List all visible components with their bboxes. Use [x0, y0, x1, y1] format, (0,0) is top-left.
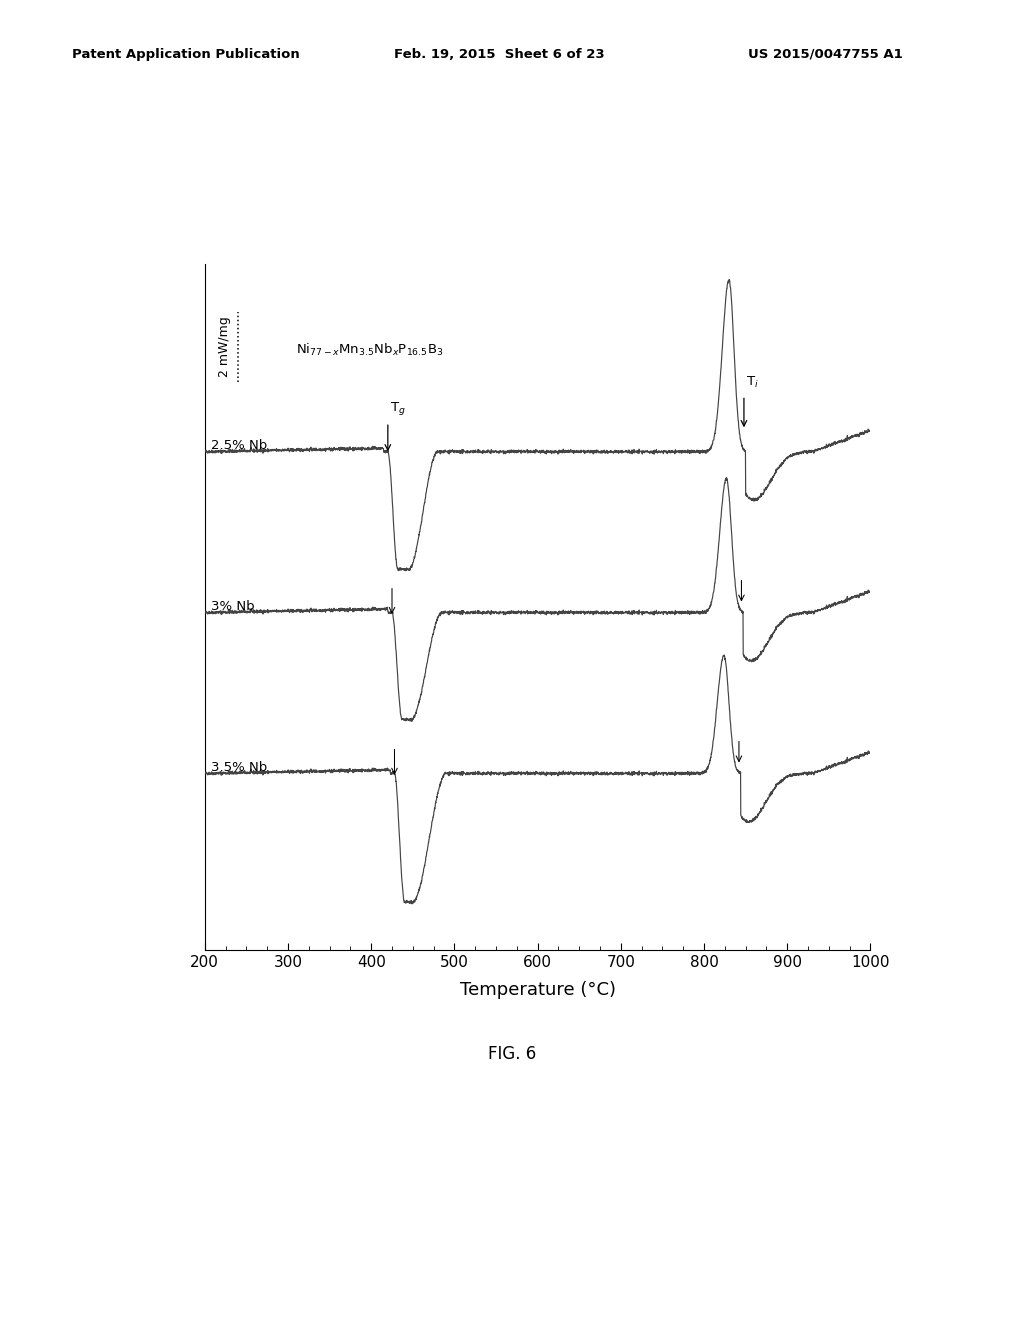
Text: 3.5% Nb: 3.5% Nb	[212, 760, 267, 774]
Text: 2.5% Nb: 2.5% Nb	[212, 438, 267, 451]
Text: 2 mW/mg: 2 mW/mg	[218, 317, 231, 378]
Text: Ni$_{77-x}$Mn$_{3.5}$Nb$_x$P$_{16.5}$B$_3$: Ni$_{77-x}$Mn$_{3.5}$Nb$_x$P$_{16.5}$B$_…	[296, 342, 443, 358]
Text: T$_i$: T$_i$	[745, 375, 759, 389]
X-axis label: Temperature (°C): Temperature (°C)	[460, 981, 615, 999]
Text: FIG. 6: FIG. 6	[487, 1044, 537, 1063]
Text: 3% Nb: 3% Nb	[212, 599, 255, 612]
Text: T$_g$: T$_g$	[390, 400, 407, 417]
Text: Feb. 19, 2015  Sheet 6 of 23: Feb. 19, 2015 Sheet 6 of 23	[394, 48, 605, 61]
Text: Patent Application Publication: Patent Application Publication	[72, 48, 299, 61]
Text: US 2015/0047755 A1: US 2015/0047755 A1	[748, 48, 902, 61]
